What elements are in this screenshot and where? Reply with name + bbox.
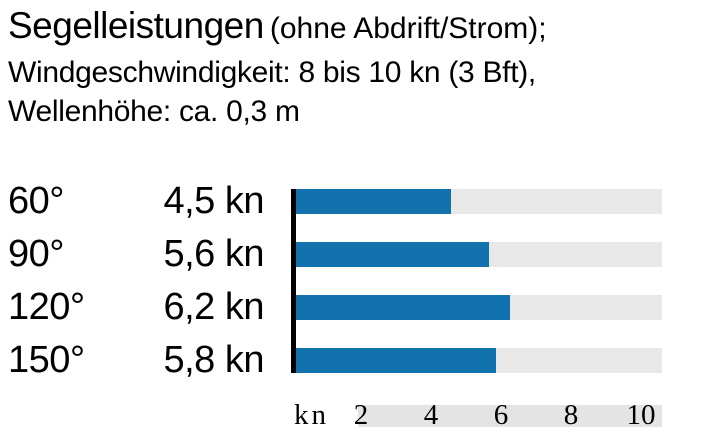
speed-value-label: 6,2 kn (163, 286, 264, 328)
axis-tick: 6 (493, 399, 509, 431)
title-line: Segelleistungen (ohne Abdrift/Strom); (8, 2, 712, 53)
axis-tick: 8 (563, 399, 579, 431)
axis-unit-label: kn (294, 399, 329, 431)
figure-title-suffix: (ohne Abdrift/Strom); (269, 12, 547, 45)
bar (296, 348, 497, 373)
axis-background-strip (357, 405, 662, 427)
bar-track (296, 348, 662, 373)
speed-value-label: 4,5 kn (163, 180, 264, 222)
plot-area (291, 175, 662, 387)
angle-label-column: 60° 90° 120° 150° (0, 175, 150, 387)
subtitle-wind-speed: Windgeschwindigkeit: 8 bis 10 kn (3 Bft)… (8, 56, 536, 89)
axis-tick: 4 (423, 399, 439, 431)
axis-tick: 10 (626, 399, 656, 431)
bar-track (296, 242, 662, 267)
bar (296, 295, 511, 320)
speed-value-column: 4,5 kn 5,6 kn 6,2 kn 5,8 kn (150, 175, 264, 387)
angle-label: 120° (8, 286, 85, 328)
bar-track (296, 295, 662, 320)
x-axis-row: kn 2 4 6 8 10 (0, 387, 712, 435)
figure-title-block: Segelleistungen (ohne Abdrift/Strom); Win… (0, 0, 712, 131)
vertical-axis-line (291, 189, 296, 373)
speed-value-label: 5,8 kn (163, 339, 264, 381)
column-spacer (264, 175, 291, 387)
figure-title: Segelleistungen (8, 5, 264, 46)
subtitle-wave-height: Wellenhöhe: ca. 0,3 m (8, 95, 300, 128)
angle-label: 150° (8, 339, 85, 381)
bar (296, 189, 452, 214)
axis-spacer (0, 387, 291, 435)
angle-label: 60° (8, 180, 64, 222)
speed-value-label: 5,6 kn (163, 233, 264, 275)
x-axis: kn 2 4 6 8 10 (291, 393, 662, 435)
axis-tick: 2 (353, 399, 369, 431)
bar (296, 242, 490, 267)
bar-track (296, 189, 662, 214)
angle-label: 90° (8, 233, 64, 275)
bar-chart: 60° 90° 120° 150° 4,5 kn 5,6 kn 6,2 kn 5… (0, 175, 712, 387)
